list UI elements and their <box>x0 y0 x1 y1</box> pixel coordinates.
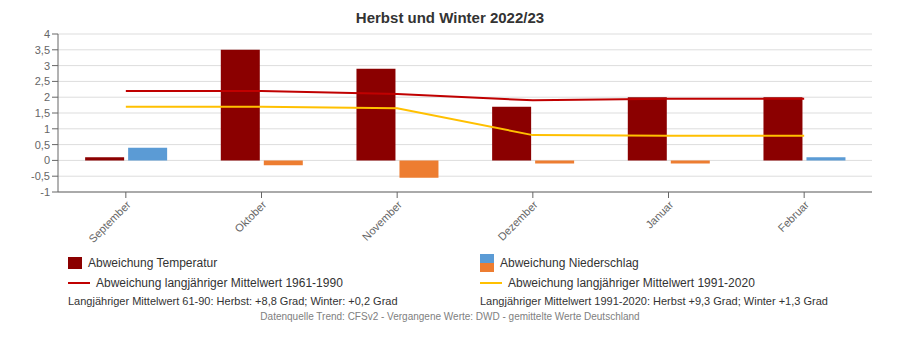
html-text:Langjähriger Mittelwert 1991-2: Langjähriger Mittelwert 1991-2020: Herbs… <box>480 295 828 307</box>
svg-text:3: 3 <box>44 60 50 72</box>
svg-text:Februar: Februar <box>775 198 811 234</box>
svg-text:Oktober: Oktober <box>232 198 268 234</box>
svg-text:1: 1 <box>44 123 50 135</box>
html-text:Datenquelle Trend: CFSv2 - Ver: Datenquelle Trend: CFSv2 - Vergangene We… <box>260 311 640 322</box>
svg-text:Januar: Januar <box>643 198 676 231</box>
svg-text:-0,5: -0,5 <box>31 170 50 182</box>
svg-text:0,5: 0,5 <box>35 139 50 151</box>
html-text:Herbst und Winter 2022/23: Herbst und Winter 2022/23 <box>355 9 545 26</box>
svg-text:September: September <box>86 198 133 245</box>
html-text:Abweichung Niederschlag: Abweichung Niederschlag <box>500 256 639 270</box>
svg-text:November: November <box>360 198 405 243</box>
svg-text:4: 4 <box>44 28 50 40</box>
html-text:Abweichung langjähriger Mittel: Abweichung langjähriger Mittelwert 1961-… <box>96 276 343 290</box>
svg-text:1,5: 1,5 <box>35 107 50 119</box>
svg-text:0: 0 <box>44 154 50 166</box>
html-text:Langjähriger Mittelwert 61-90:: Langjähriger Mittelwert 61-90: Herbst: +… <box>68 295 398 307</box>
svg-text:Dezember: Dezember <box>495 198 540 243</box>
svg-text:2,5: 2,5 <box>35 75 50 87</box>
svg-text:2: 2 <box>44 91 50 103</box>
html-text:Abweichung langjähriger Mittel: Abweichung langjähriger Mittelwert 1991-… <box>508 276 755 290</box>
svg-text:3,5: 3,5 <box>35 44 50 56</box>
html-text:Abweichung Temperatur: Abweichung Temperatur <box>88 256 218 270</box>
svg-text:-1: -1 <box>40 186 50 198</box>
